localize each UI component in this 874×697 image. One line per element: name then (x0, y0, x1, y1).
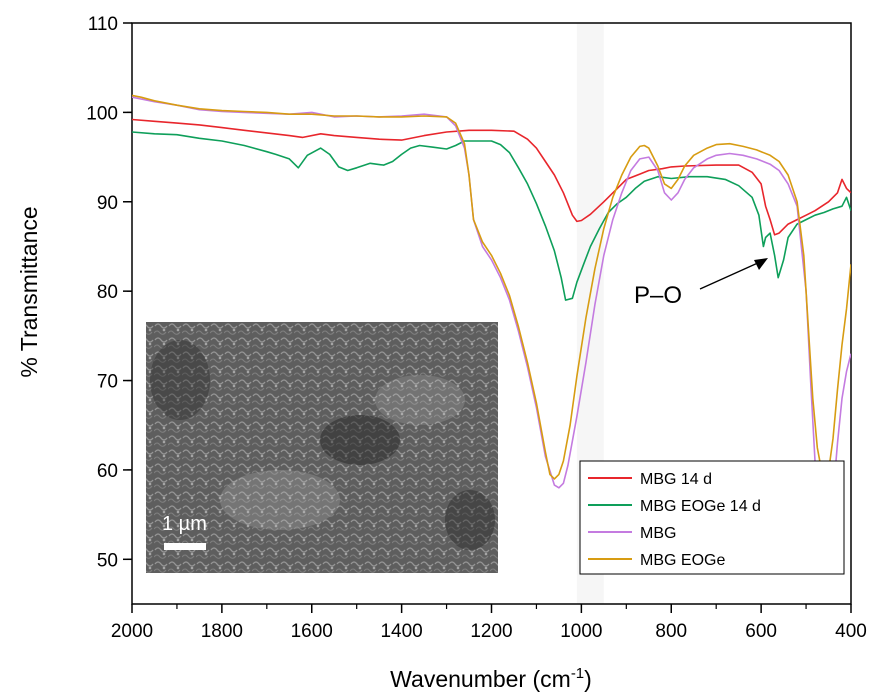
sem-highlight-1 (220, 470, 340, 530)
legend-label: MBG (640, 525, 676, 542)
scale-bar-label: 1 µm (162, 513, 207, 535)
y-axis-title: % Transmittance (16, 206, 42, 377)
sem-inset: 1 µm (146, 322, 498, 573)
x-tick-label: 600 (745, 621, 777, 642)
x-tick-label: 800 (655, 621, 687, 642)
po-arrow-head (754, 258, 768, 270)
legend-label: MBG EOGe 14 d (640, 498, 761, 515)
x-tick-label: 2000 (111, 621, 153, 642)
x-tick-label: 1400 (380, 621, 422, 642)
y-tick-label: 50 (97, 550, 118, 571)
y-tick-label: 60 (97, 461, 118, 482)
series-line (132, 131, 851, 301)
series-layer (132, 94, 851, 547)
y-tick-label: 80 (97, 282, 118, 303)
x-axis-title: Wavenumber (cm-1) (390, 665, 592, 692)
series-line (132, 94, 851, 480)
legend-box (579, 460, 845, 575)
sem-highlight-2 (375, 375, 465, 425)
po-arrow-line (699, 261, 761, 290)
x-tick-label: 1600 (291, 621, 333, 642)
legend: MBG 14 d MBG EOGe 14 d MBG MBG EOGe (579, 460, 845, 575)
x-axis-title-sup: -1 (571, 665, 584, 682)
series-line (132, 118, 851, 236)
x-axis-title-close: ) (584, 666, 592, 692)
x-axis-ticks: 2000 1800 1600 1400 1200 1000 800 600 400 (111, 604, 867, 642)
y-tick-label: 110 (88, 14, 118, 35)
sem-dark-region (146, 322, 498, 573)
y-tick-label: 100 (86, 103, 118, 124)
y-tick-label: 90 (97, 193, 118, 214)
y-axis-ticks: 50 60 70 80 90 100 110 (86, 14, 132, 571)
po-annotation: P–O (634, 258, 768, 309)
y-tick-label: 70 (97, 372, 118, 393)
x-tick-label: 400 (835, 621, 867, 642)
sem-image (146, 322, 498, 573)
x-tick-label: 1000 (560, 621, 602, 642)
sem-shadow-3 (445, 490, 495, 550)
legend-label: MBG 14 d (640, 471, 712, 488)
legend-label: MBG EOGe (640, 552, 725, 569)
scale-bar (164, 543, 206, 550)
x-axis-title-main: Wavenumber (cm (390, 666, 571, 692)
po-label: P–O (634, 282, 682, 309)
x-tick-label: 1800 (201, 621, 243, 642)
x-tick-label: 1200 (470, 621, 512, 642)
sem-shadow-2 (150, 340, 210, 420)
sem-shadow-1 (320, 415, 400, 465)
